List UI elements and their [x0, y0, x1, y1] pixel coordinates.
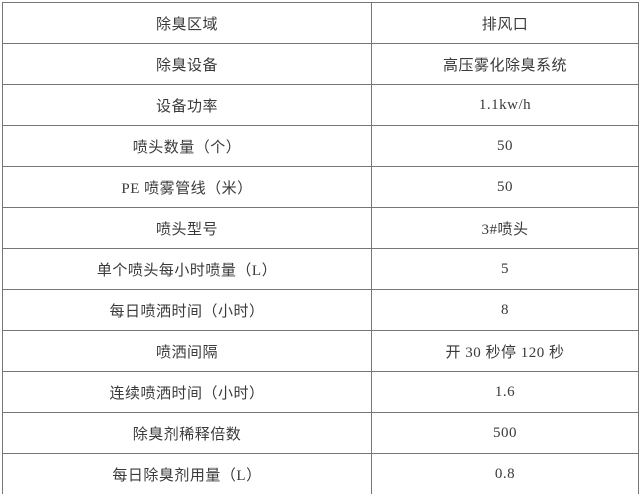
parameter-label-cell: 单个喷头每小时喷量（L）	[2, 248, 372, 290]
table-row: 喷头型号 3#喷头	[2, 207, 639, 249]
parameter-value-cell: 0.8	[371, 453, 639, 494]
table-row: 喷洒间隔开 30 秒停 120 秒	[2, 330, 639, 372]
table-row: 除臭设备 高压雾化除臭系统	[2, 43, 639, 85]
parameter-label-cell: 设备功率	[2, 84, 372, 126]
parameter-value-cell: 1.1kw/h	[371, 84, 639, 126]
parameter-label-cell: 每日除臭剂用量（L）	[2, 453, 372, 494]
parameter-value-cell: 高压雾化除臭系统	[371, 43, 639, 85]
parameter-value-cell: 50	[371, 166, 639, 208]
parameter-label-cell: 喷头型号	[2, 207, 372, 249]
parameter-label-cell: PE 喷雾管线（米）	[2, 166, 372, 208]
parameter-value-cell: 500	[371, 412, 639, 454]
parameter-value-cell: 1.6	[371, 371, 639, 413]
table-row: 单个喷头每小时喷量（L） 5	[2, 248, 639, 290]
table-row: 除臭区域 排风口	[2, 2, 639, 44]
parameter-label-cell: 除臭区域	[2, 2, 372, 44]
table-row: PE 喷雾管线（米） 50	[2, 166, 639, 208]
table-row: 除臭剂稀释倍数 500	[2, 412, 639, 454]
parameter-value-cell: 排风口	[371, 2, 639, 44]
parameter-label-cell: 喷洒间隔	[2, 330, 372, 372]
parameter-label-cell: 除臭设备	[2, 43, 372, 85]
parameter-label-cell: 除臭剂稀释倍数	[2, 412, 372, 454]
parameter-value-cell: 50	[371, 125, 639, 167]
table-row: 设备功率 1.1kw/h	[2, 84, 639, 126]
parameter-label-cell: 喷头数量（个）	[2, 125, 372, 167]
parameter-value-cell: 开 30 秒停 120 秒	[371, 330, 639, 372]
parameter-value-cell: 8	[371, 289, 639, 331]
parameter-label-cell: 连续喷洒时间（小时）	[2, 371, 372, 413]
table-row: 每日除臭剂用量（L） 0.8	[2, 453, 639, 494]
parameter-value-cell: 5	[371, 248, 639, 290]
parameter-label-cell: 每日喷洒时间（小时）	[2, 289, 372, 331]
parameter-value-cell: 3#喷头	[371, 207, 639, 249]
table-row: 连续喷洒时间（小时） 1.6	[2, 371, 639, 413]
table-row: 喷头数量（个） 50	[2, 125, 639, 167]
table-row: 每日喷洒时间（小时） 8	[2, 289, 639, 331]
